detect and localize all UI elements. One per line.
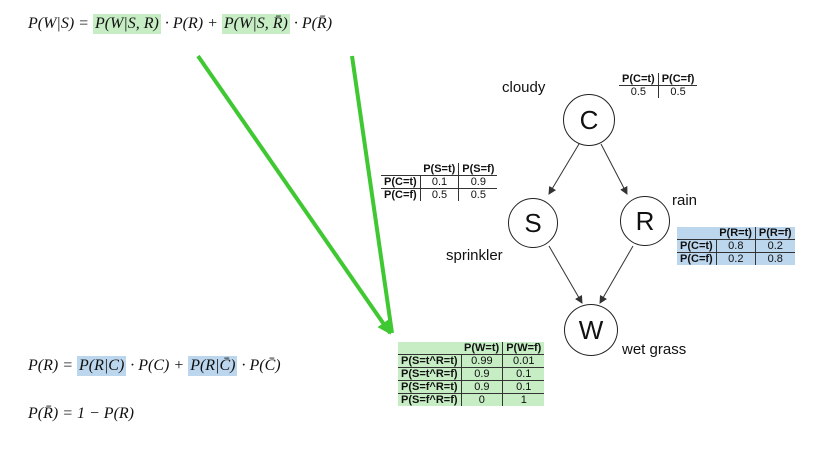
cpt-cloudy: P(C=t) P(C=f) 0.5 0.5 bbox=[619, 73, 698, 98]
edge-rain-to-wet-grass bbox=[599, 245, 634, 304]
table-row: P(C=t) 0.1 0.9 bbox=[381, 175, 498, 189]
label-wet-grass: wet grass bbox=[622, 341, 687, 358]
cpt-rain-cell: 0.8 bbox=[716, 239, 756, 253]
table-row: P(C=t) 0.8 0.2 bbox=[677, 239, 795, 253]
cpt-rain: P(R=t) P(R=f) P(C=t) 0.8 0.2 P(C=f) 0.2 … bbox=[677, 227, 795, 265]
equation-total-probability-w: P(W|S) = P(W|S, R) · P(R) + P(W|S, R̄) ·… bbox=[28, 14, 332, 34]
green-arrow-from-term2 bbox=[350, 55, 394, 334]
cpt-sprinkler-row-label: P(C=f) bbox=[381, 188, 421, 201]
cpt-wet-grass-header-f: P(W=f) bbox=[506, 342, 542, 354]
node-rain: R bbox=[620, 196, 670, 246]
node-sprinkler-letter: S bbox=[524, 207, 542, 238]
edge-cloudy-to-sprinkler bbox=[548, 143, 580, 195]
cpt-wet-grass-cell: 0.1 bbox=[502, 367, 545, 381]
eq1-tail: · P(R̄) bbox=[289, 15, 333, 32]
edge-sprinkler-to-wet-grass bbox=[548, 245, 583, 304]
eq1-middle: · P(R) + bbox=[160, 15, 222, 32]
equation-complement-r: P(R̄) = 1 − P(R) bbox=[28, 405, 134, 423]
table-row: P(S=t^R=t) 0.99 0.01 bbox=[398, 354, 545, 368]
label-cloudy: cloudy bbox=[502, 79, 546, 96]
cpt-sprinkler: P(S=t) P(S=f) P(C=t) 0.1 0.9 P(C=f) 0.5 … bbox=[381, 163, 498, 201]
node-cloudy-letter: C bbox=[579, 104, 599, 135]
cpt-cloudy-value-f: 0.5 bbox=[658, 85, 698, 98]
cpt-wet-grass-cell: 0.99 bbox=[461, 354, 504, 368]
eq2-tail: · P(C̄) bbox=[237, 357, 281, 374]
cpt-wet-grass-cell: 0.1 bbox=[502, 380, 545, 394]
cpt-wet-grass-row-label: P(S=t^R=f) bbox=[398, 367, 462, 381]
cpt-wet-grass-row-label: P(S=t^R=t) bbox=[398, 354, 462, 368]
cpt-sprinkler-cell: 0.9 bbox=[458, 175, 498, 189]
cpt-sprinkler-cell: 0.5 bbox=[458, 188, 498, 201]
cpt-wet-grass-row-label: P(S=f^R=f) bbox=[398, 393, 462, 406]
node-wet-grass: W bbox=[564, 304, 618, 356]
node-rain-letter: R bbox=[635, 205, 655, 236]
cpt-rain-header-f: P(R=f) bbox=[758, 227, 792, 239]
eq2-lhs: P(R) = bbox=[28, 357, 77, 374]
node-cloudy: C bbox=[563, 94, 615, 146]
cpt-rain-row-label: P(C=t) bbox=[677, 239, 717, 253]
eq2-term-r-given-not-c: P(R|C̄) bbox=[188, 356, 238, 376]
eq3-text: P(R̄) = 1 − P(R) bbox=[28, 405, 134, 422]
cpt-sprinkler-cell: 0.1 bbox=[420, 175, 460, 189]
eq2-middle: · P(C) + bbox=[126, 357, 189, 374]
eq1-term-w-given-s-not-r: P(W|S, R̄) bbox=[221, 14, 290, 34]
cpt-cloudy-header-t: P(C=t) bbox=[619, 73, 659, 86]
eq1-lhs: P(W|S) = bbox=[28, 15, 93, 32]
green-arrow-from-term1 bbox=[196, 54, 392, 335]
table-row: P(S=f^R=t) 0.9 0.1 bbox=[398, 380, 545, 394]
cpt-cloudy-value-t: 0.5 bbox=[619, 85, 659, 98]
cpt-sprinkler-header-t: P(S=t) bbox=[420, 163, 460, 176]
cpt-wet-grass: P(W=t) P(W=f) P(S=t^R=t) 0.99 0.01 P(S=t… bbox=[398, 342, 545, 406]
cpt-rain-cell: 0.8 bbox=[755, 252, 795, 265]
cpt-sprinkler-header-f: P(S=f) bbox=[462, 163, 495, 175]
cpt-rain-cell: 0.2 bbox=[755, 239, 795, 253]
cpt-wet-grass-row-label: P(S=f^R=t) bbox=[398, 380, 462, 394]
equation-total-probability-r: P(R) = P(R|C) · P(C) + P(R|C̄) · P(C̄) bbox=[28, 356, 281, 376]
table-row: P(S=t^R=f) 0.9 0.1 bbox=[398, 367, 545, 381]
cpt-wet-grass-cell: 1 bbox=[502, 393, 545, 406]
cpt-rain-cell: 0.2 bbox=[716, 252, 756, 265]
cpt-rain-corner bbox=[677, 227, 716, 240]
eq1-term-w-given-s-r: P(W|S, R) bbox=[92, 14, 161, 34]
cpt-wet-grass-corner bbox=[398, 342, 461, 355]
cpt-sprinkler-row-label: P(C=t) bbox=[381, 175, 421, 189]
cpt-rain-row-label: P(C=f) bbox=[677, 252, 717, 265]
cpt-wet-grass-cell: 0 bbox=[461, 393, 504, 406]
node-sprinkler: S bbox=[508, 198, 558, 248]
cpt-cloudy-header-f: P(C=f) bbox=[661, 73, 695, 85]
label-rain: rain bbox=[672, 192, 698, 209]
cpt-rain-header-t: P(R=t) bbox=[716, 227, 756, 240]
cpt-wet-grass-header-t: P(W=t) bbox=[461, 342, 504, 355]
node-wet-grass-letter: W bbox=[578, 314, 604, 345]
eq2-term-r-given-c: P(R|C) bbox=[77, 356, 127, 376]
cpt-wet-grass-cell: 0.9 bbox=[461, 367, 504, 381]
table-row: P(C=f) 0.2 0.8 bbox=[677, 252, 795, 265]
label-sprinkler: sprinkler bbox=[446, 247, 503, 264]
edge-cloudy-to-rain bbox=[600, 143, 628, 195]
table-row: P(S=f^R=f) 0 1 bbox=[398, 393, 545, 406]
cpt-wet-grass-cell: 0.9 bbox=[461, 380, 504, 394]
table-row: P(C=f) 0.5 0.5 bbox=[381, 188, 498, 201]
cpt-sprinkler-corner bbox=[381, 163, 420, 176]
cpt-sprinkler-cell: 0.5 bbox=[420, 188, 460, 201]
cpt-wet-grass-cell: 0.01 bbox=[502, 354, 545, 368]
